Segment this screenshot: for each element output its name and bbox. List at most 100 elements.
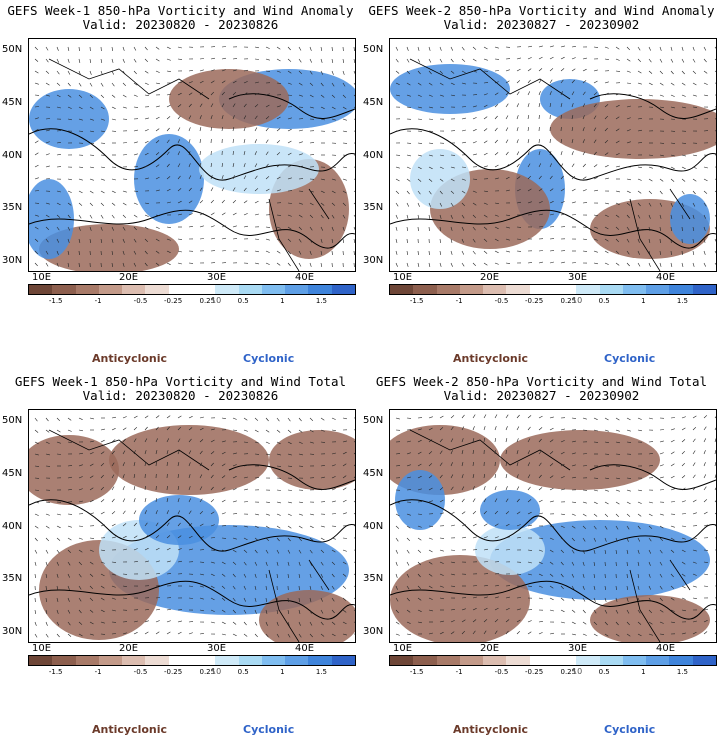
colorbar-swatch xyxy=(215,656,239,665)
colorbar-swatch xyxy=(390,656,414,665)
colorbar-swatch xyxy=(483,285,507,294)
longitude-label: 10E xyxy=(32,643,52,654)
colorbar-tick-label: 0.5 xyxy=(598,668,610,676)
longitude-label: 10E xyxy=(393,643,413,654)
map-panel-week1-anomaly: GEFS Week-1 850-hPa Vorticity and Wind A… xyxy=(0,0,361,371)
colorbar-tick-label: 1 xyxy=(641,297,646,305)
colorbar-swatch xyxy=(29,656,53,665)
cyclonic-label: Cyclonic xyxy=(604,723,656,736)
vorticity-map xyxy=(29,39,355,271)
colorbar-swatch xyxy=(529,285,553,294)
colorbar-swatch xyxy=(669,285,693,294)
longitude-label: 20E xyxy=(480,272,500,283)
vorticity-blob xyxy=(29,435,119,505)
colorbar-swatch xyxy=(646,285,670,294)
colorbar-swatch xyxy=(261,656,286,665)
colorbar-tick-label: 0.5 xyxy=(237,297,249,305)
coastline xyxy=(589,464,716,490)
vorticity-map xyxy=(390,410,716,642)
coastline xyxy=(29,209,355,249)
latitude-label: 35N xyxy=(363,573,384,584)
anticyclonic-label: Anticyclonic xyxy=(453,352,529,365)
colorbar-tick-label: 0.25 xyxy=(199,297,216,305)
colorbar-tick-label: -1.5 xyxy=(48,668,63,676)
longitude-label: 10E xyxy=(32,272,52,283)
colorbar-tick-label: -0.5 xyxy=(133,668,148,676)
vorticity-map xyxy=(390,39,716,271)
colorbar-tick-label: 0.25 xyxy=(560,297,577,305)
vorticity-blob xyxy=(590,595,710,642)
longitude-label: 30E xyxy=(207,272,227,283)
colorbar-swatch xyxy=(529,656,553,665)
coastline xyxy=(589,93,716,119)
longitude-label: 30E xyxy=(207,643,227,654)
latitude-label: 40N xyxy=(2,150,23,161)
colorbar-swatch xyxy=(75,656,99,665)
colorbar-tick-label: -0.5 xyxy=(133,297,148,305)
vorticity-blob xyxy=(480,490,540,530)
colorbar-swatch xyxy=(622,656,647,665)
vector-reference-label: 10 xyxy=(572,296,583,305)
coastline xyxy=(29,128,355,181)
colorbar-swatch xyxy=(413,656,437,665)
colorbar-tick-label: -1.5 xyxy=(48,297,63,305)
latitude-label: 50N xyxy=(2,44,23,55)
latitude-label: 30N xyxy=(2,626,23,637)
colorbar-tick-label: 1 xyxy=(280,668,285,676)
map-area xyxy=(28,38,356,272)
colorbar-tick-label: -1 xyxy=(455,668,463,676)
colorbar-tick-label: 0.5 xyxy=(598,297,610,305)
colorbar-swatch xyxy=(122,285,146,294)
cyclonic-label: Cyclonic xyxy=(243,352,295,365)
colorbar-swatch xyxy=(506,285,530,294)
colorbar-tick-label: -0.25 xyxy=(525,668,544,676)
longitude-label: 10E xyxy=(393,272,413,283)
anticyclonic-label: Anticyclonic xyxy=(453,723,529,736)
colorbar-swatch xyxy=(692,285,716,294)
anticyclonic-label: Anticyclonic xyxy=(92,352,168,365)
colorbar-swatch xyxy=(552,285,577,294)
coastline xyxy=(228,93,355,119)
colorbar-swatch xyxy=(238,656,262,665)
vorticity-blob xyxy=(390,64,510,114)
latitude-label: 50N xyxy=(2,415,23,426)
colorbar xyxy=(389,655,717,666)
colorbar-swatch xyxy=(52,285,76,294)
colorbar-swatch xyxy=(669,656,693,665)
vorticity-blob xyxy=(139,495,219,545)
vorticity-blob xyxy=(490,520,710,600)
colorbar-swatch xyxy=(413,285,437,294)
colorbar-tick-label: -0.25 xyxy=(164,297,183,305)
colorbar-tick-label: 0.5 xyxy=(237,668,249,676)
vector-reference-label: 10 xyxy=(211,667,222,676)
colorbar-swatch xyxy=(552,656,577,665)
colorbar-swatch xyxy=(483,656,507,665)
colorbar-tick-label: 1.5 xyxy=(676,668,688,676)
coastline xyxy=(390,580,716,620)
colorbar-swatch xyxy=(622,285,647,294)
colorbar-swatch xyxy=(331,285,355,294)
colorbar-swatch xyxy=(506,656,530,665)
latitude-label: 35N xyxy=(363,202,384,213)
longitude-label: 20E xyxy=(480,643,500,654)
latitude-label: 45N xyxy=(363,97,384,108)
vorticity-blob xyxy=(259,590,355,642)
border xyxy=(48,429,330,642)
colorbar-swatch xyxy=(215,285,239,294)
colorbar-tick-label: -0.5 xyxy=(494,297,509,305)
latitude-label: 30N xyxy=(363,626,384,637)
longitude-label: 40E xyxy=(656,272,676,283)
colorbar-swatch xyxy=(576,285,600,294)
longitude-label: 30E xyxy=(568,272,588,283)
colorbar-swatch xyxy=(29,285,53,294)
colorbar xyxy=(28,655,356,666)
colorbar-tick-label: 1 xyxy=(280,297,285,305)
coastline xyxy=(390,209,716,249)
map-area xyxy=(389,38,717,272)
colorbar-tick-label: 1 xyxy=(641,668,646,676)
vector-reference-label: 10 xyxy=(211,296,222,305)
colorbar-swatch xyxy=(436,656,460,665)
latitude-label: 45N xyxy=(2,468,23,479)
latitude-label: 40N xyxy=(2,521,23,532)
coastline xyxy=(390,128,716,181)
